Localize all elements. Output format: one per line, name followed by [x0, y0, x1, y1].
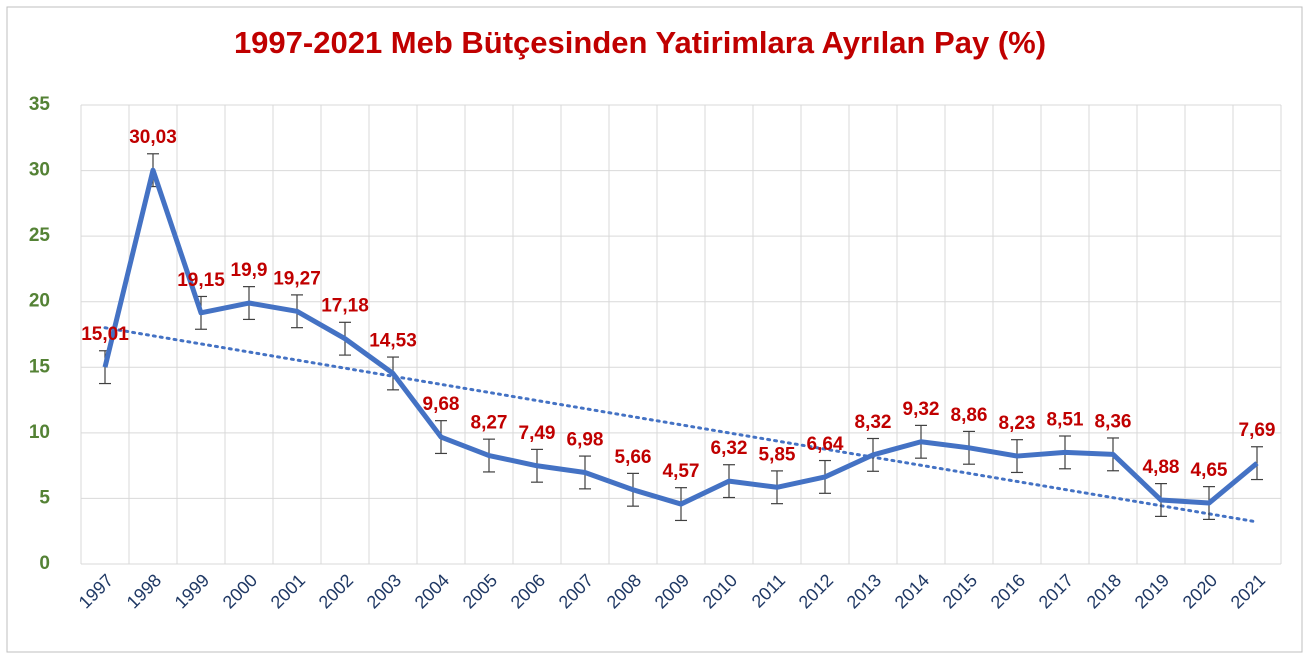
data-label: 5,66 — [615, 447, 652, 468]
data-label: 19,9 — [231, 260, 268, 281]
data-label: 4,65 — [1191, 460, 1228, 481]
y-tick-label: 35 — [29, 94, 51, 115]
trendline — [103, 326, 1259, 524]
data-label: 8,36 — [1095, 411, 1132, 432]
chart-title: 1997-2021 Meb Bütçesinden Yatirimlara Ay… — [234, 25, 1046, 60]
data-label: 15,01 — [81, 324, 129, 345]
chart-frame — [6, 6, 1303, 653]
data-label: 9,32 — [903, 399, 940, 420]
data-label: 4,57 — [663, 461, 700, 482]
data-label: 19,27 — [273, 268, 321, 289]
y-tick-label: 15 — [29, 356, 51, 377]
data-label: 17,18 — [321, 296, 369, 317]
data-label: 14,53 — [369, 330, 417, 351]
data-label: 19,15 — [177, 270, 225, 291]
data-label: 8,51 — [1047, 409, 1084, 430]
data-label: 7,49 — [519, 423, 556, 444]
data-label: 6,64 — [807, 434, 844, 455]
y-tick-label: 20 — [29, 291, 50, 312]
data-label: 8,32 — [855, 412, 892, 433]
data-label: 8,86 — [951, 405, 988, 426]
y-tick-label: 10 — [29, 422, 50, 443]
data-label: 5,85 — [759, 444, 796, 465]
data-label: 30,03 — [129, 127, 177, 148]
y-tick-label: 5 — [39, 487, 50, 508]
data-label: 4,88 — [1143, 457, 1180, 478]
data-label: 6,98 — [567, 429, 604, 450]
data-label: 8,23 — [999, 413, 1036, 434]
data-label: 6,32 — [711, 438, 748, 459]
data-label: 9,68 — [423, 394, 460, 415]
line — [102, 167, 1259, 507]
data-label: 8,27 — [471, 413, 508, 434]
data-label: 7,69 — [1239, 420, 1276, 441]
y-tick-label: 30 — [29, 160, 50, 181]
y-tick-label: 25 — [29, 225, 51, 246]
y-tick-label: 0 — [39, 553, 50, 574]
